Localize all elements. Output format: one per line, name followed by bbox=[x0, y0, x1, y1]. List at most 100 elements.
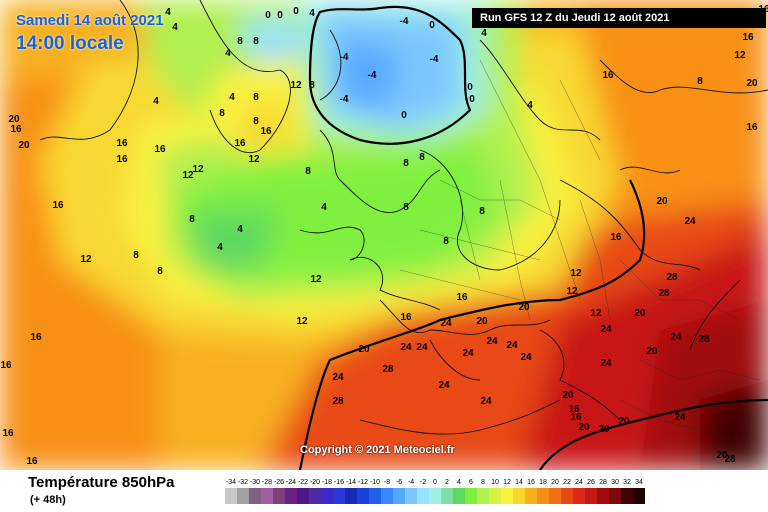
color-scale-swatch bbox=[417, 488, 429, 504]
color-scale-swatch bbox=[261, 488, 273, 504]
temperature-value-label: 20 bbox=[8, 114, 20, 125]
color-scale-tick-label: 14 bbox=[515, 479, 523, 486]
temperature-value-label: 12 bbox=[590, 308, 602, 319]
temperature-value-label: 4 bbox=[309, 8, 315, 19]
temperature-value-label: -4 bbox=[340, 52, 349, 63]
color-scale-tick-label: 22 bbox=[563, 479, 571, 486]
temperature-value-label: 8 bbox=[309, 80, 315, 91]
color-scale-tick-label: 28 bbox=[599, 479, 607, 486]
temperature-value-label: 20 bbox=[562, 390, 574, 401]
temperature-value-label: 28 bbox=[666, 272, 678, 283]
temperature-value-label: 8 bbox=[305, 166, 311, 177]
temperature-value-label: 20 bbox=[716, 450, 728, 461]
temperature-value-label: 12 bbox=[734, 50, 746, 61]
color-scale-swatch bbox=[501, 488, 513, 504]
temperature-value-label: 8 bbox=[403, 158, 409, 169]
temperature-value-label: 16 bbox=[116, 154, 128, 165]
temperature-value-label: 8 bbox=[237, 36, 243, 47]
temperature-value-label: 20 bbox=[358, 344, 370, 355]
color-scale-swatch bbox=[477, 488, 489, 504]
temperature-value-label: 0 bbox=[467, 82, 473, 93]
temperature-value-label: 28 bbox=[658, 288, 670, 299]
temperature-value-label: 16 bbox=[746, 122, 758, 133]
temperature-value-label: 28 bbox=[332, 396, 344, 407]
color-scale-tick-label: 30 bbox=[611, 479, 619, 486]
temperature-value-label: 24 bbox=[486, 336, 498, 347]
color-scale-swatch bbox=[405, 488, 417, 504]
color-scale-swatch bbox=[597, 488, 609, 504]
color-scale-tick-label: -18 bbox=[321, 479, 333, 486]
temperature-value-label: 16 bbox=[116, 138, 128, 149]
color-scale-tick-label: -14 bbox=[345, 479, 357, 486]
coastlines bbox=[39, 0, 768, 435]
temperature-value-label: 8 bbox=[133, 250, 139, 261]
temperature-value-label: 20 bbox=[634, 308, 646, 319]
color-scale-swatch bbox=[513, 488, 525, 504]
temperature-value-label: 4 bbox=[153, 96, 159, 107]
temperature-value-label: 16 bbox=[568, 404, 580, 415]
temperature-value-label: 24 bbox=[520, 352, 532, 363]
temperature-value-label: 4 bbox=[229, 92, 235, 103]
temperature-value-label: 4 bbox=[321, 202, 327, 213]
temperature-value-label: 12 bbox=[80, 254, 92, 265]
color-scale-tick-label: 26 bbox=[587, 479, 595, 486]
color-scale-tick-label: -30 bbox=[249, 479, 261, 486]
temperature-value-label: 20 bbox=[656, 196, 668, 207]
color-scale-tick-label: -4 bbox=[407, 479, 415, 486]
color-scale-tick-label: -8 bbox=[383, 479, 391, 486]
temperature-value-label: 8 bbox=[157, 266, 163, 277]
temperature-value-label: 12 bbox=[310, 274, 322, 285]
temperature-value-label: 28 bbox=[724, 454, 736, 465]
color-scale-swatch bbox=[345, 488, 357, 504]
temperature-value-label: 20 bbox=[476, 316, 488, 327]
color-scale-tick-label: 24 bbox=[575, 479, 583, 486]
color-scale-swatch bbox=[381, 488, 393, 504]
country-borders bbox=[399, 59, 761, 441]
color-scale-swatch bbox=[609, 488, 621, 504]
temperature-value-label: 4 bbox=[481, 28, 487, 39]
color-scale-tick-label: -32 bbox=[237, 479, 249, 486]
color-scale-tick-label: -6 bbox=[395, 479, 403, 486]
temperature-value-label: 16 bbox=[260, 126, 272, 137]
color-scale-tick-label: 32 bbox=[623, 479, 631, 486]
color-scale-swatch bbox=[537, 488, 549, 504]
temperature-value-label: 20 bbox=[746, 78, 758, 89]
color-scale-swatch bbox=[297, 488, 309, 504]
temperature-value-label: 16 bbox=[154, 144, 166, 155]
color-scale-swatch bbox=[333, 488, 345, 504]
temperature-value-label: 8 bbox=[219, 108, 225, 119]
temperature-value-label: 28 bbox=[382, 364, 394, 375]
color-scale-tick-label: -26 bbox=[273, 479, 285, 486]
color-scale-swatch bbox=[621, 488, 633, 504]
color-scale-tick-label: -22 bbox=[297, 479, 309, 486]
temperature-value-label: 24 bbox=[670, 332, 682, 343]
color-scale-tick-label: 18 bbox=[539, 479, 547, 486]
temperature-value-label: 12 bbox=[290, 80, 302, 91]
temperature-value-label: 0 bbox=[265, 10, 271, 21]
temperature-value-label: 0 bbox=[401, 110, 407, 121]
color-scale-tick-label: 20 bbox=[551, 479, 559, 486]
temperature-value-label: 20 bbox=[518, 302, 530, 313]
color-scale-swatch bbox=[489, 488, 501, 504]
temperature-value-label: 24 bbox=[684, 216, 696, 227]
temperature-value-label: 12 bbox=[182, 170, 194, 181]
temperature-value-label: 20 bbox=[18, 140, 30, 151]
temperature-value-label: 4 bbox=[225, 48, 231, 59]
temperature-value-label: 16 bbox=[400, 312, 412, 323]
color-scale-swatch bbox=[549, 488, 561, 504]
color-scale-tick-label: 10 bbox=[491, 479, 499, 486]
color-scale-tick-label: -2 bbox=[419, 479, 427, 486]
isotherm-20-line bbox=[298, 179, 646, 470]
temperature-value-label: 8 bbox=[697, 76, 703, 87]
temperature-value-label: 0 bbox=[469, 94, 475, 105]
color-scale-swatch bbox=[573, 488, 585, 504]
isotherm-20b-line bbox=[539, 398, 768, 470]
temperature-value-label: 16 bbox=[456, 292, 468, 303]
color-scale-swatch bbox=[237, 488, 249, 504]
color-scale-swatch bbox=[465, 488, 477, 504]
color-scale-tick-label: -28 bbox=[261, 479, 273, 486]
temperature-value-label: 24 bbox=[600, 358, 612, 369]
temperature-value-label: 16 bbox=[610, 232, 622, 243]
temperature-value-label: 0 bbox=[277, 10, 283, 21]
